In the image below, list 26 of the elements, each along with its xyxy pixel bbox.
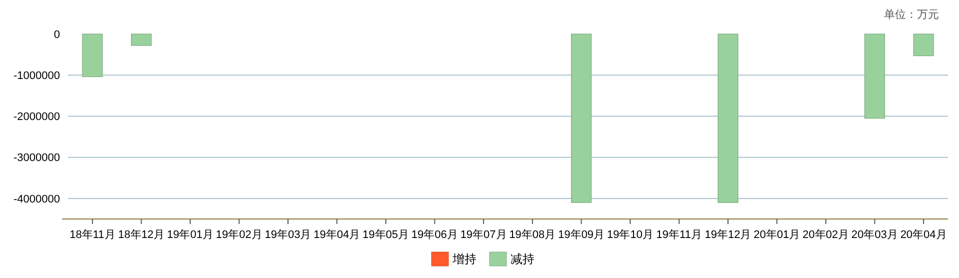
x-tick-label: 18年11月 (70, 229, 116, 241)
x-tick-label: 20年01月 (754, 229, 800, 241)
x-tick-label: 18年12月 (118, 229, 165, 241)
x-tick-label: 19年09月 (558, 229, 605, 241)
y-tick-label: -1000000 (14, 70, 60, 82)
x-tick-label: 19年12月 (704, 229, 752, 241)
y-tick-label: -2000000 (14, 111, 60, 124)
x-tick-label: 20年02月 (802, 229, 850, 241)
x-tick-label: 19年10月 (606, 229, 654, 241)
text: 单位：万元 (884, 8, 939, 21)
x-tick-label: 19年04月 (314, 229, 360, 241)
y-tick-label: -3000000 (14, 152, 60, 164)
x-tick-label: 19年02月 (216, 229, 262, 241)
x-tick-label: 19年01月 (166, 229, 214, 241)
legend-label: 减持 (510, 252, 534, 266)
x-tick-label: 19年08月 (509, 229, 556, 241)
x-tick-label: 19年05月 (362, 229, 410, 241)
x-tick-label: 19年07月 (460, 229, 507, 241)
x-tick-label: 20年03月 (851, 229, 898, 241)
x-tick-label: 20年04月 (900, 229, 947, 241)
y-tick-label: -4000000 (14, 193, 60, 206)
legend-label: 增持 (452, 252, 476, 266)
x-tick-label: 19年06月 (411, 229, 458, 241)
x-tick-label: 19年11月 (656, 229, 702, 241)
x-tick-label: 19年03月 (264, 229, 312, 241)
y-tick-label: 0 (54, 28, 60, 41)
